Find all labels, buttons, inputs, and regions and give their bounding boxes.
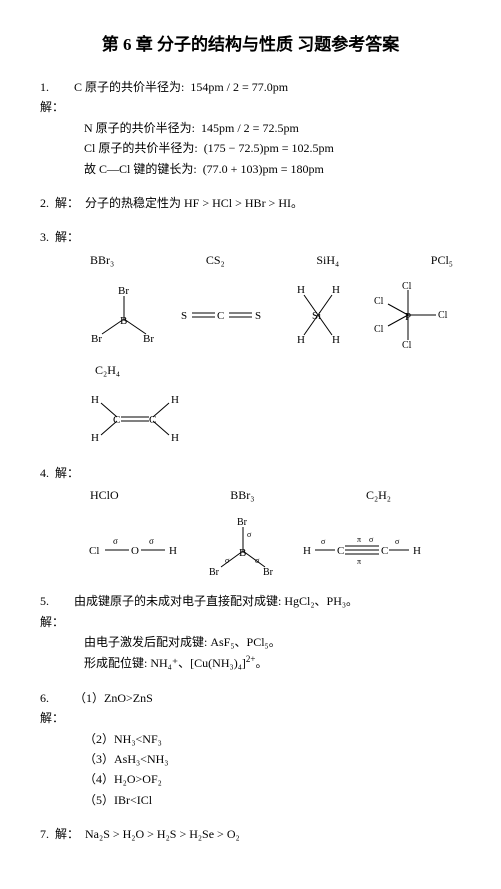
diagram-c2h4: C C H H H H bbox=[85, 389, 461, 449]
q5-num: 5. bbox=[40, 594, 49, 608]
svg-text:H: H bbox=[332, 284, 340, 296]
q6-i1: （1）ZnO>ZnS bbox=[74, 688, 153, 708]
q3-f4: PCl₅ bbox=[431, 250, 453, 270]
svg-text:Si: Si bbox=[312, 310, 321, 322]
svg-text:H: H bbox=[332, 334, 340, 346]
svg-text:Br: Br bbox=[91, 333, 102, 345]
svg-text:σ: σ bbox=[255, 556, 260, 565]
q6-num: 6. bbox=[40, 691, 49, 705]
svg-text:C: C bbox=[149, 414, 156, 426]
q2-num: 2. bbox=[40, 196, 49, 210]
svg-text:Br: Br bbox=[263, 567, 274, 577]
svg-text:S: S bbox=[181, 310, 187, 322]
svg-text:Br: Br bbox=[237, 517, 248, 528]
svg-text:B: B bbox=[120, 315, 127, 327]
diagram-bbr3: B Br Br Br bbox=[85, 284, 163, 346]
svg-text:Br: Br bbox=[209, 567, 220, 577]
q2-label: 解： bbox=[55, 196, 79, 210]
svg-text:Br: Br bbox=[118, 285, 129, 297]
q7-text: Na₂S > H₂O > H₂S > H₂Se > O₂ bbox=[85, 827, 240, 841]
svg-text:σ: σ bbox=[321, 537, 326, 546]
q3-num: 3. bbox=[40, 230, 49, 244]
svg-text:C: C bbox=[217, 310, 224, 322]
svg-text:H: H bbox=[91, 394, 99, 406]
svg-text:σ: σ bbox=[225, 556, 230, 565]
page-title: 第 6 章 分子的结构与性质 习题参考答案 bbox=[40, 30, 461, 55]
q1-l3b: (175 − 72.5)pm = 102.5pm bbox=[204, 141, 334, 155]
q1-l2b: 145pm / 2 = 72.5pm bbox=[201, 121, 299, 135]
svg-text:Cl: Cl bbox=[374, 324, 384, 335]
q5-l1: 由成键原子的未成对电子直接配对成键: HgCl₂、PH₃。 bbox=[74, 591, 358, 611]
q1-l2a: N 原子的共价半径为: bbox=[84, 121, 195, 135]
question-7: 7. 解： Na₂S > H₂O > H₂S > H₂Se > O₂ bbox=[40, 824, 461, 844]
q3-f2: CS₂ bbox=[206, 250, 225, 270]
q1-l1b: 154pm / 2 = 77.0pm bbox=[190, 80, 288, 94]
svg-text:H: H bbox=[297, 334, 305, 346]
q6-i3: （3）AsH₃<NH₃ bbox=[40, 749, 461, 769]
question-6: 6. 解： （1）ZnO>ZnS （2）NH₃<NF₃ （3）AsH₃<NH₃ … bbox=[40, 688, 461, 810]
q2-text: 分子的热稳定性为 HF > HCl > HBr > HI。 bbox=[85, 196, 303, 210]
svg-text:P: P bbox=[405, 311, 411, 323]
svg-text:π: π bbox=[357, 557, 361, 566]
diagram-bbr3-sigma: B Br Br Br σ σ σ bbox=[201, 515, 285, 577]
svg-text:Cl: Cl bbox=[402, 340, 412, 350]
question-5: 5. 解： 由成键原子的未成对电子直接配对成键: HgCl₂、PH₃。 由电子激… bbox=[40, 591, 461, 674]
diagram-sih4: Si H H H H bbox=[282, 281, 354, 349]
diagram-cs2: S C S bbox=[177, 300, 267, 330]
q1-l4b: (77.0 + 103)pm = 180pm bbox=[203, 162, 324, 176]
svg-text:Cl: Cl bbox=[89, 545, 99, 557]
svg-text:C: C bbox=[113, 414, 120, 426]
q4-f1: HClO bbox=[90, 485, 119, 505]
question-4: 4. 解： HClO BBr₃ C₂H₂ Cl O H σ σ B bbox=[40, 463, 461, 578]
diagram-c2h2: H C C H σ π π σ σ bbox=[301, 524, 431, 568]
svg-text:σ: σ bbox=[113, 536, 118, 546]
svg-text:π: π bbox=[357, 535, 361, 544]
svg-text:σ: σ bbox=[369, 535, 374, 544]
svg-text:S: S bbox=[255, 310, 261, 322]
q4-label: 解： bbox=[55, 466, 79, 480]
svg-text:C: C bbox=[381, 545, 388, 557]
svg-text:H: H bbox=[169, 545, 177, 557]
q1-l4a: 故 C—Cl 键的键长为: bbox=[84, 162, 197, 176]
q4-num: 4. bbox=[40, 466, 49, 480]
svg-text:H: H bbox=[91, 432, 99, 444]
svg-text:H: H bbox=[413, 545, 421, 557]
q4-f2: BBr₃ bbox=[230, 485, 254, 505]
svg-text:σ: σ bbox=[395, 537, 400, 546]
question-2: 2. 解： 分子的热稳定性为 HF > HCl > HBr > HI。 bbox=[40, 193, 461, 213]
q1-l3a: Cl 原子的共价半径为: bbox=[84, 141, 198, 155]
svg-text:H: H bbox=[303, 545, 311, 557]
svg-text:H: H bbox=[297, 284, 305, 296]
svg-text:H: H bbox=[171, 432, 179, 444]
question-3: 3. 解： BBr₃ CS₂ SiH₄ PCl₅ B Br Br Br bbox=[40, 227, 461, 448]
q6-i5: （5）IBr<ICl bbox=[40, 790, 461, 810]
diagram-hclo: Cl O H σ σ bbox=[85, 528, 185, 564]
q5-l2: 由电子激发后配对成键: AsF₅、PCl₅。 bbox=[40, 632, 461, 652]
q3-f3: SiH₄ bbox=[316, 250, 339, 270]
q1-num: 1. 解： bbox=[40, 77, 74, 118]
svg-text:H: H bbox=[171, 394, 179, 406]
q5-l3: 形成配位键: NH₄⁺、[Cu(NH₃)₄]2+。 bbox=[40, 652, 461, 673]
svg-text:Cl: Cl bbox=[438, 310, 448, 321]
svg-text:Cl: Cl bbox=[374, 296, 384, 307]
q4-f3: C₂H₂ bbox=[366, 485, 391, 505]
q1-l1a: C 原子的共价半径为: bbox=[74, 80, 184, 94]
q3-c2h4-label: C₂H₄ bbox=[40, 360, 461, 380]
svg-text:Br: Br bbox=[143, 333, 154, 345]
svg-text:B: B bbox=[239, 547, 246, 559]
q3-label: 解： bbox=[55, 230, 79, 244]
question-1: 1. 解： C 原子的共价半径为: 154pm / 2 = 77.0pm N 原… bbox=[40, 77, 461, 179]
q7-num: 7. bbox=[40, 827, 49, 841]
svg-text:σ: σ bbox=[247, 530, 252, 539]
q3-f1: BBr₃ bbox=[90, 250, 114, 270]
q6-i4: （4）H₂O>OF₂ bbox=[40, 769, 461, 789]
svg-text:Cl: Cl bbox=[402, 281, 412, 292]
svg-text:σ: σ bbox=[149, 536, 154, 546]
q7-label: 解： bbox=[55, 827, 79, 841]
svg-text:C: C bbox=[337, 545, 344, 557]
q6-i2: （2）NH₃<NF₃ bbox=[40, 729, 461, 749]
svg-text:O: O bbox=[131, 545, 139, 557]
diagram-pcl5: P Cl Cl Cl Cl Cl bbox=[368, 280, 456, 350]
